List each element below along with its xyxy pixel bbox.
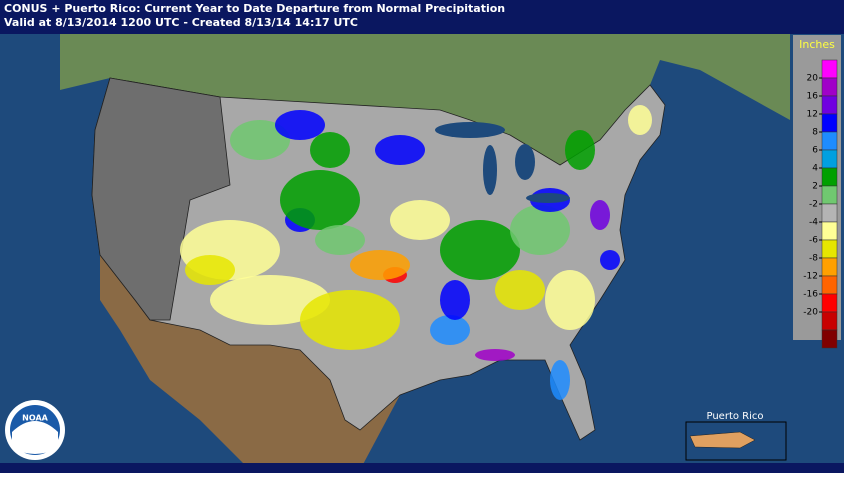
legend-swatch: [821, 113, 838, 133]
legend-tick-label: 12: [807, 110, 818, 120]
precip-area: [185, 255, 235, 285]
legend-title: Inches: [799, 38, 835, 51]
legend-swatch: [821, 275, 838, 295]
legend-tick-label: 16: [807, 92, 819, 102]
legend-tick-label: -2: [809, 200, 818, 210]
legend-swatch: [821, 293, 838, 313]
legend-swatch: [821, 185, 838, 205]
precip-area: [210, 275, 330, 325]
footer-bar: [0, 463, 844, 473]
legend-swatch: [821, 95, 838, 115]
legend-tick-label: 2: [812, 182, 818, 192]
lake-huron: [515, 144, 535, 180]
legend-tick-label: 6: [812, 146, 818, 156]
precip-area: [550, 360, 570, 400]
precip-area: [275, 110, 325, 140]
legend-swatch: [821, 77, 838, 97]
header-bar: [0, 0, 844, 34]
legend-swatch: [821, 239, 838, 259]
legend-tick-label: -16: [803, 290, 818, 300]
precip-area: [310, 132, 350, 168]
precip-area: [590, 200, 610, 230]
precip-area: [230, 120, 290, 160]
precip-area: [600, 250, 620, 270]
legend-tick-label: 20: [807, 74, 819, 84]
precip-areas: [180, 105, 652, 400]
precip-area: [375, 135, 425, 165]
legend-tick-label: 8: [812, 128, 818, 138]
legend-swatch: [821, 131, 838, 151]
logo-bird: [12, 421, 58, 454]
logo-text: NOAA: [22, 414, 48, 423]
legend-tick-label: -20: [803, 308, 818, 318]
inset-label: Puerto Rico: [706, 411, 763, 422]
precip-area: [440, 220, 520, 280]
legend-swatch: [821, 257, 838, 277]
precip-area: [510, 205, 570, 255]
legend-swatch: [821, 167, 838, 187]
legend-tick-label: 4: [812, 164, 818, 174]
legend-swatch: [821, 59, 838, 79]
legend-tick-label: -4: [809, 218, 818, 228]
legend-swatch: [821, 221, 838, 241]
precip-area: [495, 270, 545, 310]
legend-tick-label: -6: [809, 236, 818, 246]
precip-area: [475, 349, 515, 361]
lake-erie: [526, 193, 570, 203]
legend-swatch: [821, 329, 838, 349]
precip-area: [565, 130, 595, 170]
lake-michigan: [483, 145, 497, 195]
legend: 20 16 12 8 6 4 2 -2 -4 -6 -8 -12 -16 -20: [803, 59, 838, 349]
precip-area: [300, 290, 400, 350]
legend-tick-label: -12: [803, 272, 818, 282]
precip-area: [430, 315, 470, 345]
precip-area: [628, 105, 652, 135]
mexico: [100, 255, 400, 470]
legend-tick-label: -8: [809, 254, 818, 264]
precip-area: [350, 250, 410, 280]
precip-area: [280, 170, 360, 230]
subtitle: Valid at 8/13/2014 1200 UTC - Created 8/…: [4, 16, 358, 29]
precip-area: [315, 225, 365, 255]
title: CONUS + Puerto Rico: Current Year to Dat…: [4, 2, 505, 15]
legend-swatch: [821, 149, 838, 169]
precip-area: [390, 200, 450, 240]
legend-swatch: [821, 203, 838, 223]
no-data-west: [91, 77, 231, 321]
precip-area: [440, 280, 470, 320]
precip-area: [545, 270, 595, 330]
puerto-rico: [689, 431, 756, 449]
legend-swatch: [821, 311, 838, 331]
lake-superior: [435, 122, 505, 138]
